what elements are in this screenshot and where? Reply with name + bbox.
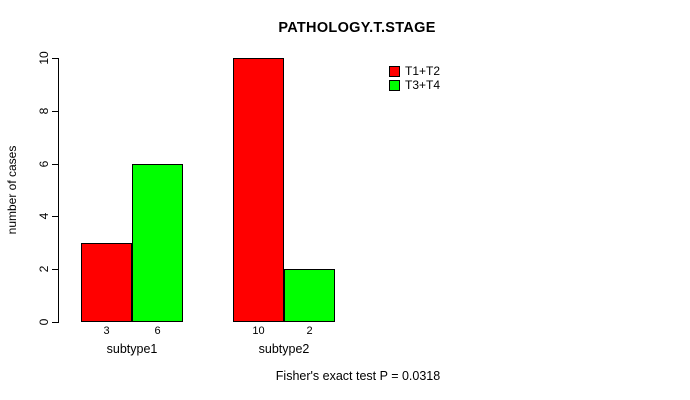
y-tick [52, 163, 59, 165]
y-tick [52, 216, 59, 218]
legend-item: T3+T4 [389, 78, 440, 92]
bar-value-label: 2 [306, 325, 313, 337]
legend: T1+T2 T3+T4 [389, 64, 440, 92]
chart-title: PATHOLOGY.T.STAGE [278, 20, 436, 36]
legend-item: T1+T2 [389, 64, 440, 78]
group-label-subtype1: subtype1 [106, 342, 158, 356]
bar-subtype1-T1+T2 [81, 243, 132, 322]
legend-swatch [389, 79, 400, 91]
y-axis-label: number of cases [5, 145, 19, 235]
bar-subtype1-T3+T4 [132, 164, 183, 322]
y-tick [52, 269, 59, 271]
y-tick-label: 10 [37, 51, 51, 65]
fisher-test-annotation: Fisher's exact test P = 0.0318 [275, 369, 441, 383]
bar-subtype2-T1+T2 [233, 58, 284, 322]
bar-value-label: 6 [154, 325, 161, 337]
y-tick [52, 110, 59, 112]
legend-label: T1+T2 [405, 64, 441, 78]
bar-value-label: 10 [252, 325, 265, 337]
y-tick-label: 4 [37, 213, 51, 220]
y-tick-label: 6 [37, 160, 51, 167]
y-tick-label: 8 [37, 107, 51, 115]
y-tick-label: 2 [37, 265, 51, 273]
bar-subtype2-T3+T4 [284, 269, 335, 322]
y-tick [52, 58, 59, 59]
legend-swatch [389, 65, 400, 77]
y-axis-line [58, 58, 59, 323]
bar-value-label: 3 [103, 325, 110, 337]
y-tick-label: 0 [37, 318, 51, 326]
group-label-subtype2: subtype2 [258, 342, 310, 356]
legend-label: T3+T4 [405, 78, 441, 92]
y-tick [52, 322, 59, 323]
